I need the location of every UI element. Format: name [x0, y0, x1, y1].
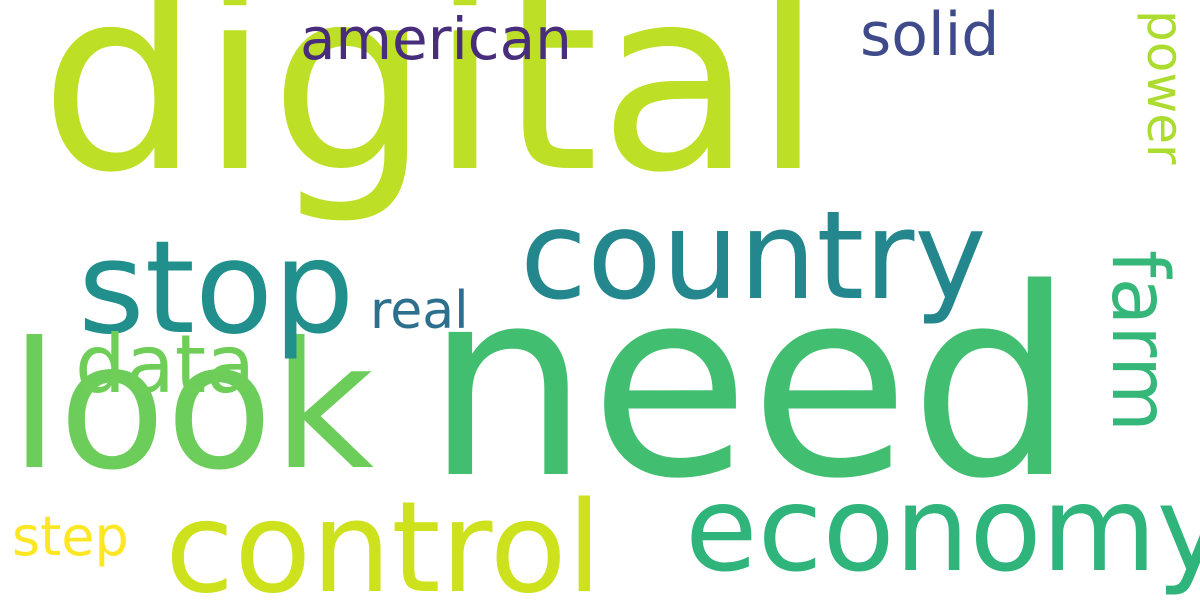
word-country: country [520, 185, 987, 327]
word-step: step [12, 505, 129, 568]
word-digital: digital [40, 0, 824, 228]
word-real: real [370, 281, 469, 341]
word-control: control [165, 474, 602, 600]
word-american: american [300, 5, 572, 73]
word-power: power [1136, 10, 1194, 165]
word-farm: farm [1094, 250, 1184, 432]
word-data: data [75, 318, 256, 411]
word-stop: stop [78, 214, 355, 363]
word-solid: solid [860, 0, 1000, 70]
word-need: need [425, 234, 1075, 536]
word-economy: economy [685, 460, 1200, 598]
word-look: look [10, 306, 375, 509]
